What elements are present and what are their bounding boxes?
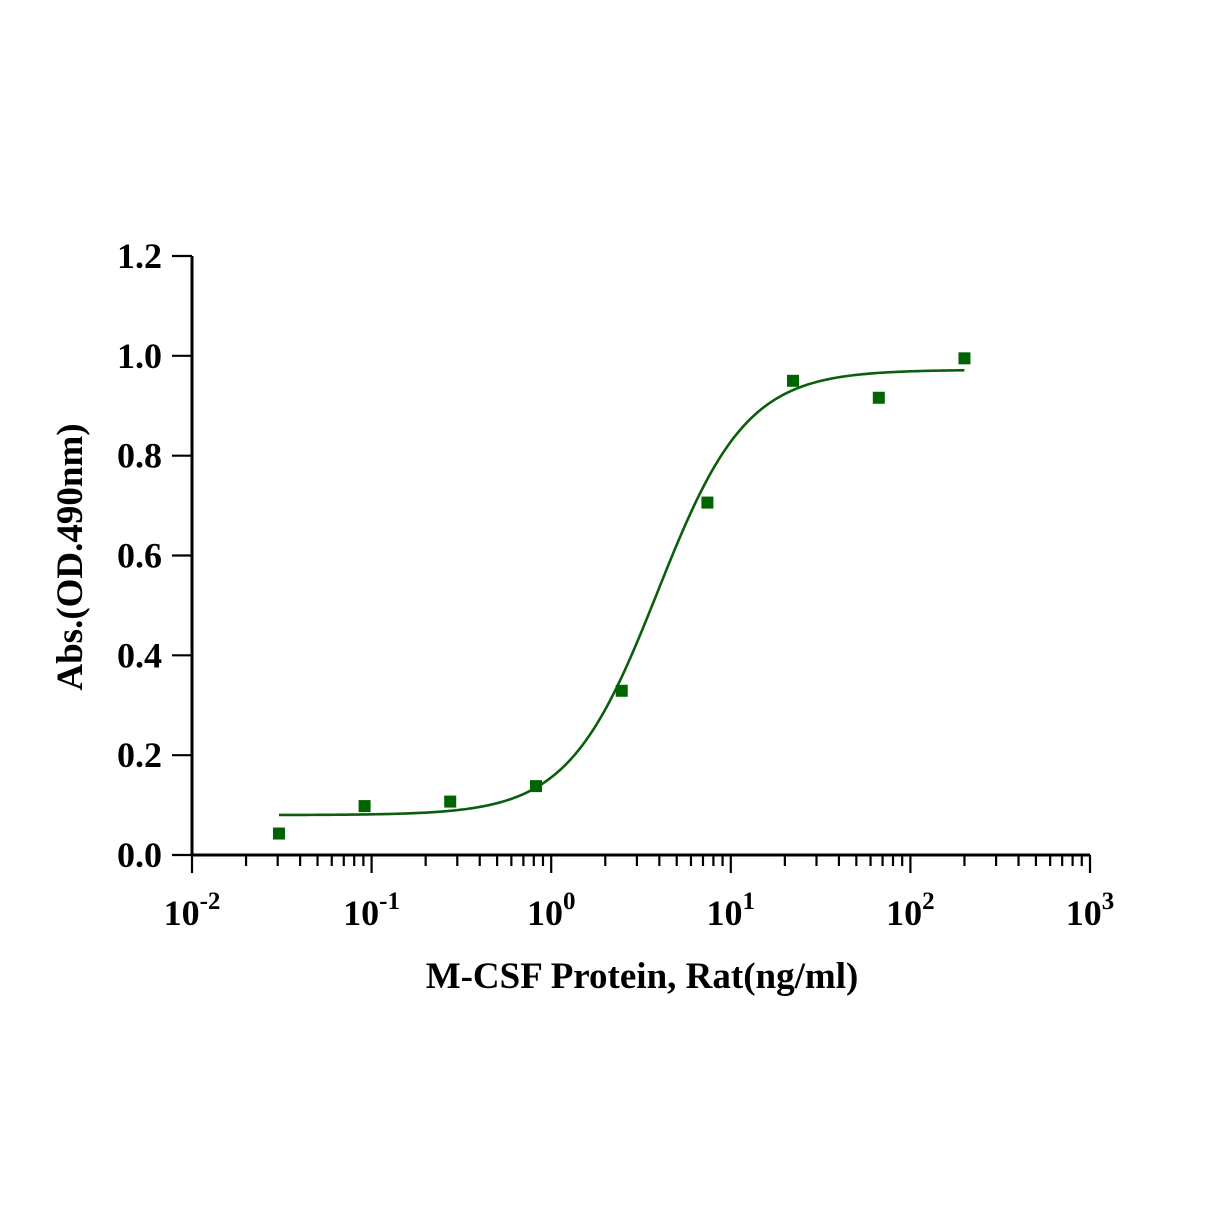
data-point [958, 352, 971, 365]
data-point [530, 780, 543, 793]
data-point [444, 795, 457, 808]
y-tick-label: 1.2 [117, 236, 162, 276]
data-point [358, 800, 371, 813]
x-tick-label: 10-1 [343, 888, 400, 933]
tick-marks [172, 254, 1092, 873]
y-tick-label: 0.2 [117, 735, 162, 775]
axes [190, 256, 1090, 857]
y-tick-label: 0.6 [117, 536, 162, 576]
data-point [272, 827, 285, 840]
y-tick-label: 0.8 [117, 436, 162, 476]
data-point [615, 684, 628, 697]
y-tick-label: 0.4 [117, 635, 162, 675]
data-point [872, 391, 885, 404]
x-tick-label: 103 [1066, 888, 1115, 933]
y-tick-label: 1.0 [117, 336, 162, 376]
data-point [787, 374, 800, 387]
x-tick-label: 101 [707, 888, 756, 933]
data-point [701, 496, 714, 509]
x-axis-title: M-CSF Protein, Rat(ng/ml) [426, 956, 859, 997]
data-points [272, 352, 971, 840]
y-axis-title: Abs.(OD.490nm) [50, 423, 91, 690]
tick-labels: 0.0 0.2 0.4 0.6 0.8 1.0 1.2 10-2 10-1 100 101 102 10… [117, 236, 1114, 933]
y-tick-label: 0.0 [117, 835, 162, 875]
x-tick-label: 10-2 [164, 888, 221, 933]
x-tick-label: 102 [886, 888, 935, 933]
fit-curve [278, 368, 965, 817]
x-tick-label: 100 [527, 888, 576, 933]
